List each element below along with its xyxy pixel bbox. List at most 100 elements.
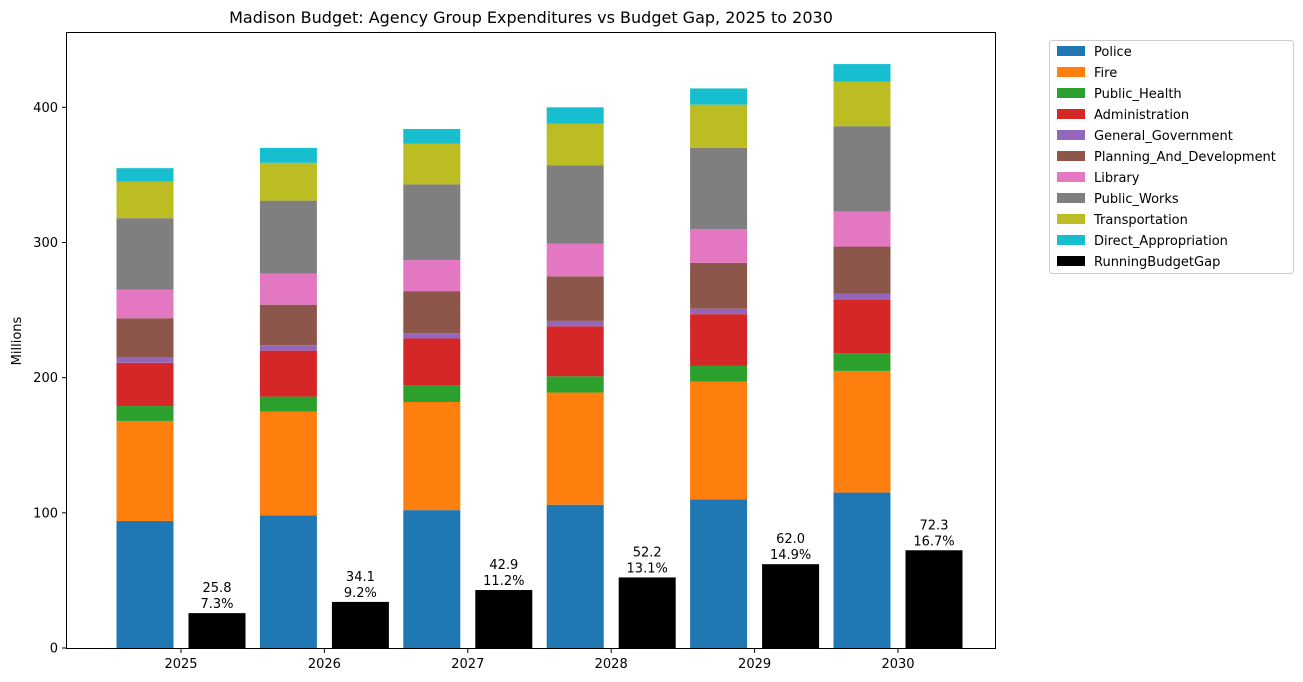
bar-public-health-2028: [546, 376, 604, 393]
bar-public-health-2026: [259, 396, 317, 412]
bar-general-government-2026: [259, 345, 317, 351]
gap-value-label-2029: 62.0: [776, 532, 805, 547]
bar-police-2030: [833, 492, 891, 648]
bar-general-government-2025: [116, 357, 174, 363]
legend-swatch-transportation: [1057, 214, 1085, 224]
bar-transportation-2028: [546, 123, 604, 166]
bar-transportation-2030: [833, 81, 891, 127]
bar-public-works-2030: [833, 126, 891, 212]
bar-fire-2028: [546, 392, 604, 505]
bar-running-budget-gap-2025: [188, 613, 246, 648]
bar-library-2026: [259, 273, 317, 305]
y-axis-label: Millions: [10, 316, 25, 365]
bar-library-2029: [690, 228, 748, 263]
bar-direct-appropriation-2030: [833, 64, 891, 82]
bar-public-health-2030: [833, 353, 891, 371]
legend-swatch-public-health: [1057, 88, 1085, 98]
x-tick-label-2025: 2025: [164, 657, 197, 672]
bar-transportation-2027: [403, 143, 461, 185]
legend-label-runningbudgetgap: RunningBudgetGap: [1094, 255, 1220, 270]
bar-direct-appropriation-2026: [259, 147, 317, 163]
bar-public-works-2029: [690, 147, 748, 229]
bar-police-2026: [259, 515, 317, 648]
bar-police-2025: [116, 520, 174, 648]
bar-general-government-2030: [833, 293, 891, 300]
bar-administration-2028: [546, 326, 604, 377]
legend-label-administration: Administration: [1094, 108, 1189, 123]
legend-swatch-fire: [1057, 67, 1085, 77]
y-tick-label-0: 0: [50, 642, 58, 657]
bar-direct-appropriation-2027: [403, 128, 461, 144]
bar-running-budget-gap-2030: [905, 550, 963, 648]
bar-police-2029: [690, 499, 748, 648]
x-tick-label-2030: 2030: [881, 657, 914, 672]
legend-frame: [1049, 40, 1294, 274]
gap-percent-label-2028: 13.1%: [627, 561, 668, 576]
bars-layer: [116, 64, 963, 648]
bar-administration-2030: [833, 299, 891, 354]
legend-label-public-health: Public_Health: [1094, 87, 1182, 102]
bar-public-health-2025: [116, 406, 174, 421]
bar-fire-2029: [690, 381, 748, 500]
gap-value-label-2026: 34.1: [346, 570, 375, 585]
bar-planning-and-development-2028: [546, 276, 604, 321]
gap-value-label-2027: 42.9: [489, 558, 518, 573]
bar-library-2025: [116, 289, 174, 319]
legend-label-general-government: General_Government: [1094, 129, 1233, 144]
bar-administration-2027: [403, 338, 461, 386]
legend-swatch-runningbudgetgap: [1057, 256, 1085, 266]
bar-transportation-2025: [116, 181, 174, 219]
x-tick-label-2029: 2029: [738, 657, 771, 672]
bar-running-budget-gap-2026: [331, 601, 389, 648]
legend-label-direct-appropriation: Direct_Appropriation: [1094, 234, 1228, 249]
bar-labels-layer: 25.87.3% 34.19.2% 42.911.2% 52.213.1% 62.014…: [200, 518, 954, 612]
gap-percent-label-2027: 11.2%: [483, 574, 524, 589]
bar-public-works-2026: [259, 200, 317, 274]
plot-frame: [66, 32, 996, 649]
bar-planning-and-development-2029: [690, 262, 748, 309]
gap-percent-label-2025: 7.3%: [200, 597, 233, 612]
legend: Police Fire Public_Health Administration Gen…: [1049, 40, 1294, 274]
bar-general-government-2027: [403, 333, 461, 339]
bar-administration-2029: [690, 314, 748, 366]
legend-swatch-planning-and-development: [1057, 151, 1085, 161]
legend-label-fire: Fire: [1094, 66, 1117, 81]
legend-swatch-administration: [1057, 109, 1085, 119]
bar-transportation-2026: [259, 162, 317, 201]
bar-planning-and-development-2030: [833, 246, 891, 294]
bar-running-budget-gap-2029: [762, 564, 820, 648]
x-tick-label-2028: 2028: [595, 657, 628, 672]
legend-swatch-library: [1057, 172, 1085, 182]
legend-label-public-works: Public_Works: [1094, 192, 1179, 207]
legend-swatch-direct-appropriation: [1057, 235, 1085, 245]
legend-label-planning-and-development: Planning_And_Development: [1094, 150, 1276, 165]
x-tick-label-2027: 2027: [451, 657, 484, 672]
y-tick-label-200: 200: [33, 371, 58, 386]
y-tick-label-400: 400: [33, 101, 58, 116]
bar-fire-2025: [116, 420, 174, 521]
bar-police-2028: [546, 504, 604, 648]
gap-percent-label-2026: 9.2%: [344, 586, 377, 601]
bar-public-health-2027: [403, 385, 461, 402]
legend-swatch-general-government: [1057, 130, 1085, 140]
gap-value-label-2028: 52.2: [633, 545, 662, 560]
bar-direct-appropriation-2028: [546, 107, 604, 124]
bar-public-works-2025: [116, 218, 174, 290]
bar-library-2027: [403, 260, 461, 292]
gap-percent-label-2029: 14.9%: [770, 548, 811, 563]
legend-swatch-police: [1057, 46, 1085, 56]
bar-planning-and-development-2026: [259, 304, 317, 346]
bar-direct-appropriation-2025: [116, 168, 174, 182]
bar-planning-and-development-2027: [403, 291, 461, 334]
bar-public-health-2029: [690, 365, 748, 382]
bar-running-budget-gap-2027: [475, 590, 533, 648]
bar-public-works-2028: [546, 165, 604, 244]
bar-police-2027: [403, 510, 461, 648]
bar-running-budget-gap-2028: [618, 577, 676, 648]
bar-library-2028: [546, 243, 604, 277]
bar-general-government-2029: [690, 308, 748, 315]
bar-fire-2027: [403, 402, 461, 511]
gap-value-label-2025: 25.8: [203, 581, 232, 596]
bar-transportation-2029: [690, 104, 748, 148]
bar-administration-2025: [116, 362, 174, 407]
